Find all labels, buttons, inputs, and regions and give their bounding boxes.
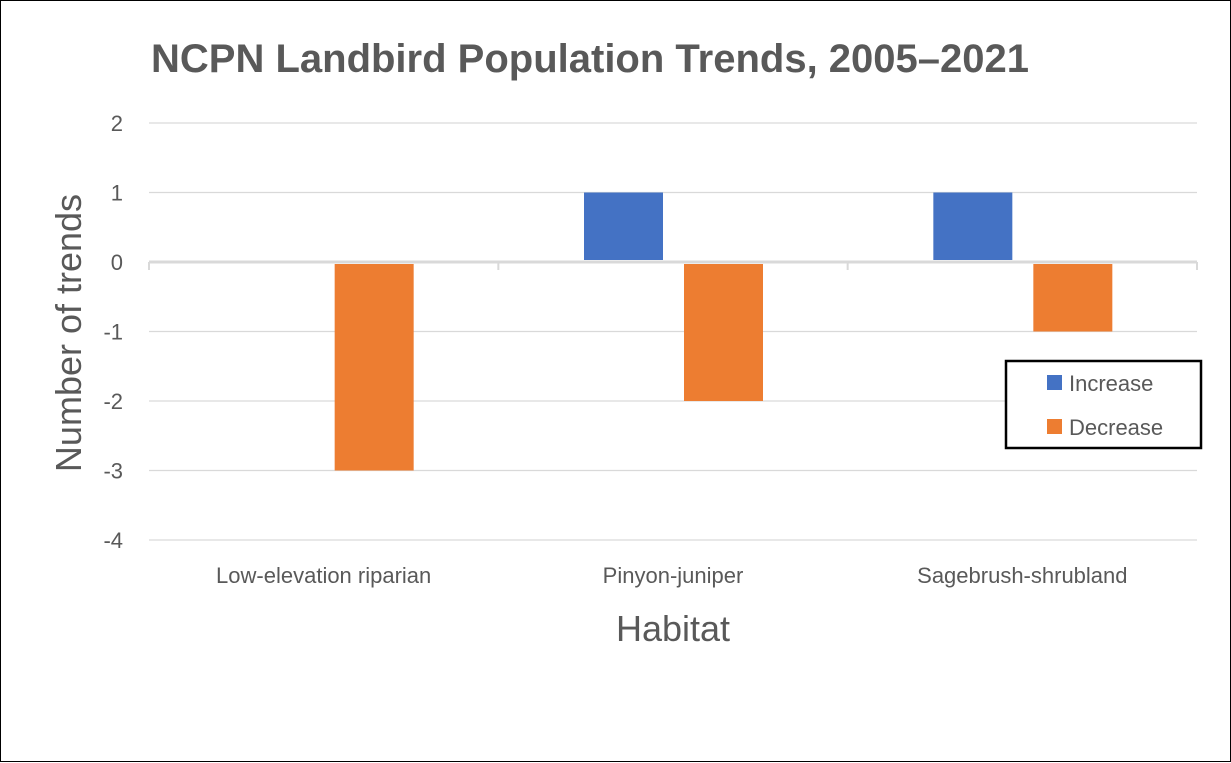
y-axis-ticks: 2 1 0 -1 -2 -3 -4 (103, 111, 123, 553)
y-tick-label: 2 (111, 111, 123, 136)
legend: Increase Decrease (1004, 359, 1203, 450)
decrease-bar (684, 264, 763, 401)
x-tick-label: Pinyon-juniper (603, 563, 744, 588)
x-tick-label: Sagebrush-shrubland (917, 563, 1127, 588)
x-axis-ticks: Low-elevation riparian Pinyon-juniper Sage… (216, 563, 1127, 588)
y-tick-label: 1 (111, 181, 123, 206)
legend-label-decrease: Decrease (1069, 415, 1163, 440)
zero-axis (148, 260, 1198, 270)
gridlines (149, 122, 1197, 541)
chart-title: NCPN Landbird Population Trends, 2005–20… (151, 37, 1029, 81)
y-tick-label: -4 (103, 528, 123, 553)
legend-label-increase: Increase (1069, 371, 1153, 396)
decrease-bar (334, 264, 414, 471)
decrease-bar (1033, 264, 1113, 332)
bars (334, 192, 1113, 471)
x-tick-label: Low-elevation riparian (216, 563, 431, 588)
y-tick-label: -3 (103, 459, 123, 484)
increase-bar (584, 192, 663, 260)
legend-box (1004, 359, 1203, 450)
y-tick-label: 0 (111, 250, 123, 275)
legend-swatch-decrease (1047, 419, 1062, 434)
increase-bar (933, 192, 1013, 260)
y-axis-title: Number of trends (48, 194, 89, 472)
y-tick-label: -2 (103, 389, 123, 414)
x-axis-title: Habitat (616, 608, 730, 649)
legend-swatch-increase (1047, 375, 1062, 390)
y-tick-label: -1 (103, 320, 123, 345)
